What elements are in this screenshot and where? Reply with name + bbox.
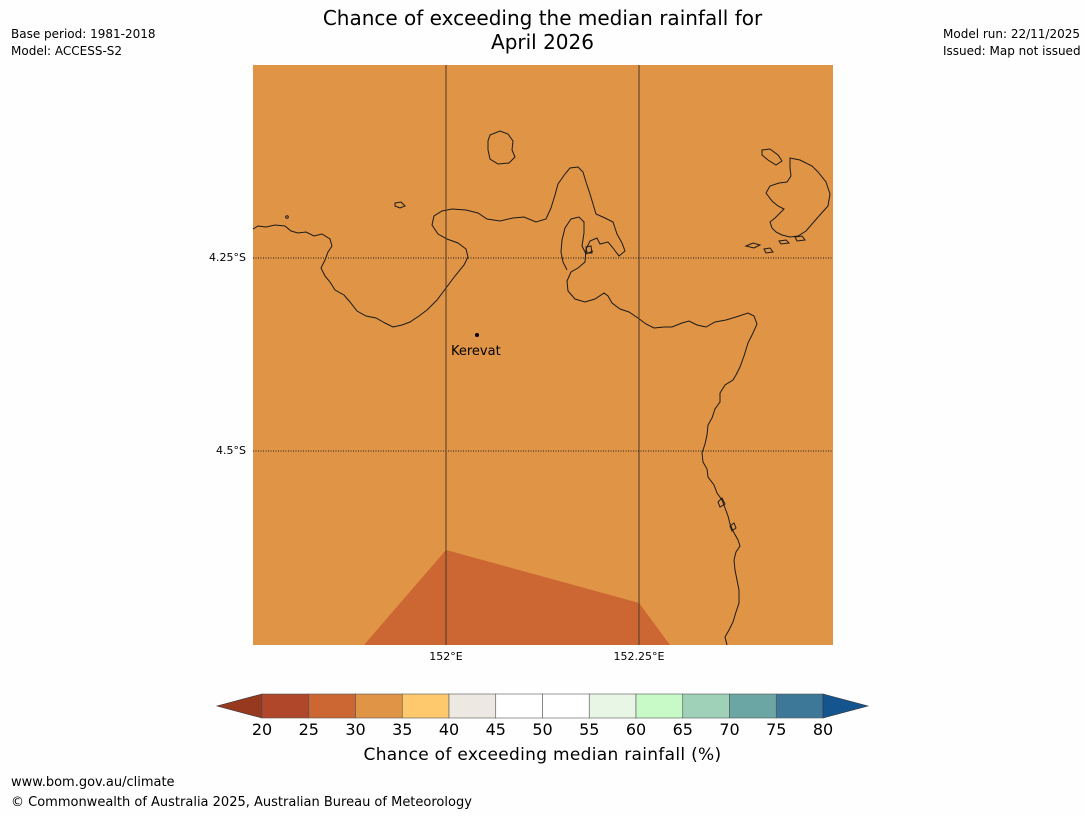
footer-url[interactable]: www.bom.gov.au/climate bbox=[11, 775, 175, 790]
colorbar-segment bbox=[729, 693, 777, 719]
colorbar-segment bbox=[308, 693, 356, 719]
colorbar-tick-label: 30 bbox=[345, 720, 366, 739]
island-east-small-3 bbox=[778, 239, 791, 245]
map-background bbox=[253, 65, 833, 645]
colorbar-tick-label: 35 bbox=[392, 720, 413, 739]
coastline-west bbox=[252, 166, 758, 646]
meta-right: Model run: 22/11/2025 Issued: Map not is… bbox=[943, 26, 1081, 60]
lon-label-152-25: 152.25°E bbox=[613, 650, 665, 663]
colorbar-under-arrow bbox=[215, 693, 263, 719]
colorbar-tick-label: 75 bbox=[766, 720, 787, 739]
island-north bbox=[487, 130, 516, 165]
kerevat-marker bbox=[475, 333, 479, 337]
model-name: Model: ACCESS-S2 bbox=[11, 44, 123, 58]
colorbar-segment bbox=[261, 693, 310, 719]
island-coast-east-1 bbox=[717, 497, 726, 508]
islet-dot bbox=[285, 215, 289, 219]
place-label: Kerevat bbox=[451, 344, 501, 359]
island-east bbox=[765, 157, 831, 238]
colorbar-label: Chance of exceeding median rainfall (%) bbox=[363, 745, 722, 765]
coastline-bay bbox=[560, 216, 594, 271]
colorbar-tick-label: 80 bbox=[812, 720, 834, 739]
model-run: Model run: 22/11/2025 bbox=[943, 27, 1081, 41]
lat-label-4-25: 4.25°S bbox=[209, 251, 246, 264]
meta-left: Base period: 1981-2018 Model: ACCESS-S2 bbox=[11, 26, 156, 60]
island-east-small-1 bbox=[744, 242, 762, 249]
island-bay-small bbox=[585, 245, 593, 254]
colorbar-tick-label: 45 bbox=[485, 720, 506, 739]
colorbar-over-arrow bbox=[822, 693, 870, 719]
colorbar-tick-label: 70 bbox=[719, 720, 740, 739]
issued-status: Issued: Map not issued bbox=[943, 44, 1081, 58]
coastline bbox=[252, 130, 831, 646]
colorbar-tick-label: 20 bbox=[251, 720, 273, 739]
base-period: Base period: 1981-2018 bbox=[11, 27, 156, 41]
colorbar bbox=[215, 693, 870, 719]
colorbar-tick-label: 50 bbox=[532, 720, 553, 739]
colorbar-segment bbox=[495, 693, 543, 719]
colorbar-tick-label: 60 bbox=[625, 720, 647, 739]
colorbar-tick-label: 55 bbox=[579, 720, 600, 739]
island-northeast bbox=[761, 148, 783, 166]
island-east-small-4 bbox=[794, 235, 806, 242]
colorbar-segment bbox=[635, 693, 684, 719]
colorbar-segment bbox=[401, 693, 450, 719]
footer-copyright: © Commonwealth of Australia 2025, Austra… bbox=[11, 795, 472, 810]
islet-west bbox=[394, 201, 406, 209]
island-coast-east-2 bbox=[729, 522, 737, 532]
colorbar-tick-label: 25 bbox=[298, 720, 319, 739]
colorbar-segment bbox=[775, 693, 824, 719]
colorbar-tick-label: 65 bbox=[672, 720, 693, 739]
colorbar-segment bbox=[682, 693, 730, 719]
lon-label-152: 152°E bbox=[429, 650, 463, 663]
colorbar-segment bbox=[588, 693, 637, 719]
colorbar-segment bbox=[355, 693, 403, 719]
colorbar-segment bbox=[542, 693, 590, 719]
colorbar-segment bbox=[448, 693, 497, 719]
island-east-small-2 bbox=[763, 247, 774, 254]
map-title: Chance of exceeding the median rainfall … bbox=[0, 6, 1085, 54]
title-line-1: Chance of exceeding the median rainfall … bbox=[322, 6, 763, 30]
lat-label-4-5: 4.5°S bbox=[216, 444, 246, 457]
title-line-2: April 2026 bbox=[491, 30, 594, 54]
lower-rainfall-band bbox=[364, 550, 670, 645]
colorbar-tick-label: 40 bbox=[438, 720, 460, 739]
